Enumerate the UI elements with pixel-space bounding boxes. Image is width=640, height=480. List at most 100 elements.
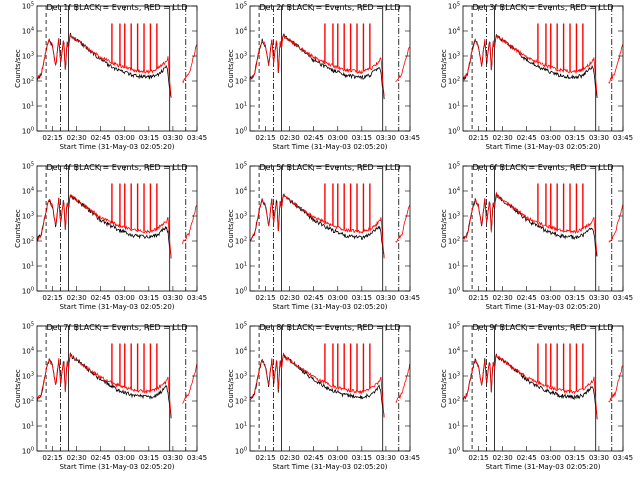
x-axis-label: Start Time (31-May-03 02:05:20) [272,143,387,151]
y-axis-label: Counts/sec [440,49,448,88]
y-tick-label: 100 [448,447,460,456]
x-tick-label: 03:30 [376,134,396,142]
plot-frame [462,325,624,452]
x-tick-label: 03:15 [352,134,372,142]
x-tick-label: 02:30 [493,134,513,142]
x-tick-label: 03:00 [541,454,561,462]
x-axis-label: Start Time (31-May-03 02:05:20) [59,303,174,311]
y-tick-label: 104 [448,187,460,196]
y-tick-label: 103 [22,212,34,221]
y-tick-label: 100 [22,287,34,296]
y-tick-label: 105 [235,2,247,11]
x-tick-label: 03:45 [400,294,420,302]
x-tick-label: 02:45 [517,294,537,302]
y-tick-label: 104 [22,347,34,356]
panel-4: Det 4f BLACK = Events, RED = LLD 100 101 10… [14,162,207,312]
lld-series-line-1 [36,353,172,416]
x-tick-label: 03:15 [139,454,159,462]
x-tick-label: 02:30 [280,134,300,142]
lld-series-line-1 [249,33,385,97]
x-tick-label: 03:15 [139,294,159,302]
x-tick-label: 02:30 [493,454,513,462]
y-tick-label: 103 [448,372,460,381]
x-tick-label: 02:45 [517,454,537,462]
x-tick-label: 03:15 [352,294,372,302]
lld-series-line-1 [462,354,598,419]
y-tick-label: 102 [235,77,247,86]
lld-series-line-1 [36,34,172,99]
y-tick-label: 100 [235,287,247,296]
y-tick-label: 105 [22,2,34,11]
plot-frame [462,165,624,292]
lld-series-line-2 [182,364,198,404]
x-tick-label: 03:30 [589,294,609,302]
x-tick-label: 02:45 [304,294,324,302]
y-tick-label: 102 [448,77,460,86]
lld-series-line-2 [608,44,624,84]
x-axis-label: Start Time (31-May-03 02:05:20) [272,463,387,471]
lld-series-line-2 [182,205,198,245]
x-tick-label: 02:15 [42,454,62,462]
x-tick-label: 03:30 [376,294,396,302]
y-tick-label: 100 [22,127,34,136]
y-tick-label: 105 [22,322,34,331]
x-tick-label: 03:15 [139,134,159,142]
y-tick-label: 105 [235,322,247,331]
x-tick-label: 03:45 [613,134,633,142]
y-tick-label: 100 [235,127,247,136]
y-tick-label: 103 [448,52,460,61]
panel-9: Det 9f BLACK = Events, RED = LLD 100 101 10… [440,322,633,472]
panel-title: Det 4f BLACK = Events, RED = LLD [46,163,187,172]
y-tick-label: 104 [235,347,247,356]
x-tick-label: 02:15 [468,294,488,302]
y-tick-label: 103 [22,52,34,61]
y-tick-label: 104 [235,27,247,36]
x-tick-label: 02:30 [67,134,87,142]
y-tick-label: 102 [235,237,247,246]
lld-series-line-2 [182,44,198,84]
y-tick-label: 102 [22,237,34,246]
y-tick-label: 103 [235,52,247,61]
y-tick-label: 102 [448,397,460,406]
x-tick-label: 02:15 [42,134,62,142]
x-tick-label: 02:30 [280,454,300,462]
y-tick-label: 101 [448,422,460,431]
y-tick-label: 100 [235,447,247,456]
y-tick-label: 101 [235,422,247,431]
lld-series-line-1 [249,193,385,259]
y-axis-label: Counts/sec [227,49,235,88]
y-tick-label: 101 [22,262,34,271]
x-tick-label: 02:15 [468,454,488,462]
x-tick-label: 03:45 [187,134,207,142]
lld-series-line-2 [608,365,623,403]
y-tick-label: 103 [22,372,34,381]
x-tick-label: 02:45 [304,134,324,142]
panel-2: Det 2f BLACK = Events, RED = LLD 100 101 10… [227,2,420,152]
y-tick-label: 102 [22,397,34,406]
y-axis-label: Counts/sec [14,49,22,88]
x-axis-label: Start Time (31-May-03 02:05:20) [485,303,600,311]
y-tick-label: 101 [448,262,460,271]
y-tick-label: 105 [22,162,34,171]
panel-title: Det 1f BLACK = Events, RED = LLD [46,3,187,12]
y-axis-label: Counts/sec [227,369,235,408]
panel-title: Det 2f BLACK = Events, RED = LLD [259,3,400,12]
y-tick-label: 103 [235,372,247,381]
plot-frame [36,5,198,132]
y-tick-label: 104 [22,187,34,196]
plot-frame [36,325,198,452]
lld-series-line-1 [462,34,598,97]
y-tick-label: 100 [448,287,460,296]
x-tick-label: 03:30 [163,454,183,462]
panel-title: Det 9f BLACK = Events, RED = LLD [472,323,613,332]
x-tick-label: 02:15 [42,294,62,302]
y-tick-label: 104 [448,27,460,36]
panel-title: Det 3f BLACK = Events, RED = LLD [472,3,613,12]
y-tick-label: 104 [448,347,460,356]
x-tick-label: 03:45 [187,454,207,462]
lld-series-line-1 [36,194,172,259]
y-tick-label: 101 [22,422,34,431]
y-tick-label: 105 [448,162,460,171]
x-tick-label: 03:45 [187,294,207,302]
x-axis-label: Start Time (31-May-03 02:05:20) [59,463,174,471]
